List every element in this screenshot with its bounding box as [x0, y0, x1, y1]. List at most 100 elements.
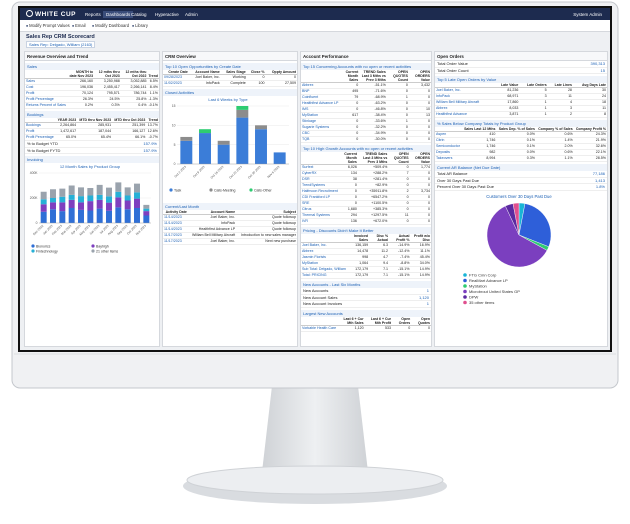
toolbar-button[interactable]: Modify Prompt Values [26, 23, 70, 28]
table-cell: Deposits [435, 149, 462, 156]
table-cell: 0 [386, 100, 409, 107]
header-cell: TREND Sales Last 3 Mths vs Prev 3 Mths [359, 70, 387, 83]
nav-item[interactable]: Dashboards [103, 11, 134, 18]
header-cell-corner [301, 70, 340, 83]
nav-item[interactable]: Hyperactive [155, 12, 179, 17]
bar-segment [255, 125, 267, 130]
kv-value: 1 [426, 301, 429, 306]
table-row: Semiconductor 1,746 0.1% 2.0% 32.6% [435, 143, 607, 150]
bar-segment [134, 183, 140, 193]
legend-label: Calls-Meeting [214, 188, 235, 192]
table-cell: 0 [409, 170, 431, 177]
table-cell: -33.6% [359, 118, 387, 125]
table-cell: +6547.2% [357, 194, 389, 201]
header-cell: Sales Stage [220, 70, 247, 75]
legend-label: Microbrout United States GP [469, 288, 520, 293]
table-cell: Abbrex [301, 248, 347, 255]
table-cell: IMS [301, 106, 340, 113]
bar-segment [143, 208, 150, 212]
table-row: Surfext 6,026 +509.4% 0 1,774 [301, 164, 431, 171]
table-cell: 24.5% [94, 96, 121, 103]
legend-label: 21 other items [96, 249, 118, 253]
table-cell: Next new purchase [236, 238, 297, 245]
x-tick-label: Oct 2023 [126, 224, 138, 236]
section-title: Top 10 High Growth Accounts with no open… [301, 145, 431, 152]
panel-heading: Revenue Overview and Trend [25, 52, 159, 61]
bar-segment [115, 191, 122, 198]
nav-item[interactable]: Admin [185, 12, 198, 17]
bar-segment [78, 202, 84, 210]
table-cell: MyStation [301, 260, 347, 267]
chart: Last 6 Weeks by Type 0 5 10 15 Oct 2 2023 Oct … [169, 97, 289, 192]
table-row: TQB 0 -30.0% 0 0 [301, 136, 431, 143]
table-cell: 0 [388, 176, 410, 183]
table-cell: 0 [408, 88, 431, 95]
section-title: Top 10 Open Opportunities by Create Date [163, 63, 297, 70]
section-title: Largest New Accounts [301, 309, 431, 317]
header-cell: Subject [236, 210, 297, 215]
table-cell: CBC [301, 130, 340, 137]
table-cell: 1.1% [147, 90, 159, 97]
header-cell-corner [301, 316, 338, 326]
bar-segment [143, 211, 150, 216]
table-cell: Profit [25, 90, 67, 97]
table-cell: -46.8% [359, 106, 387, 113]
table-cell: 0 [339, 124, 360, 131]
table-cell: 0 [409, 212, 431, 219]
x-tick-label: Oct 9 2023 [192, 165, 206, 179]
table-cell: Quote followup [236, 220, 297, 227]
nav-bar: WHITE CUP System Admin Reports Dashboards… [20, 8, 610, 20]
section-title: Closed Activities [163, 89, 297, 96]
kv-value: 1,413 [594, 177, 605, 183]
toolbar-button[interactable]: Modify Dashboard [92, 23, 129, 28]
header-cell: Current Month Sales [339, 70, 360, 83]
table-cell: 0 [408, 136, 431, 143]
table-cell: 11/14/2023 [163, 220, 188, 227]
table-cell: 1,680 [338, 206, 358, 213]
bar-segment [78, 209, 84, 223]
table-cell: 0 [409, 218, 431, 225]
dashboard-title: Sales Rep CRM Scorecard [26, 34, 95, 40]
prompt-value[interactable]: Sales Rep: Delgado, William (2163) [26, 41, 96, 48]
nav-item[interactable]: Catalog [131, 12, 147, 17]
x-tick-label: Oct 2 2023 [174, 165, 188, 179]
kv-row: % to Budget YTD 157.9% [25, 141, 159, 148]
toolbar-button[interactable]: Library [132, 23, 148, 28]
table-cell: 0 [386, 112, 409, 119]
table-cell: -63.2% [359, 100, 387, 107]
user-menu[interactable]: System Admin [573, 12, 602, 17]
header-cell-corner [301, 152, 339, 165]
bar-segment [143, 204, 150, 209]
kv-row: Percent Over 30 Days Past Due 1.8% [435, 184, 607, 191]
table-cell: Joel Baker, Inc. [301, 242, 347, 249]
table-cell: -30.0% [359, 136, 387, 143]
logo[interactable]: WHITE CUP [26, 10, 76, 18]
header-cell: Sales Dep. % of Sales [496, 127, 536, 132]
x-tick-label: Oct 16 2023 [210, 165, 225, 180]
nav-item[interactable]: Reports [85, 12, 101, 17]
table-cell: 0 [338, 200, 358, 207]
header-cell: Activity Date [163, 210, 188, 215]
toolbar-button[interactable]: Email [72, 23, 85, 28]
bar-segment [115, 182, 122, 192]
table-cell: 28.5% [573, 155, 607, 162]
table-row: Abbrex 14,478 11.2 -12.4% 11.1% [301, 248, 431, 255]
table-cell: 16.9% [410, 242, 431, 249]
table-cell: Joel Baker, Inc. [187, 238, 237, 245]
bar-segment [68, 208, 75, 223]
table-cell: 2,264,864 [55, 122, 78, 129]
table-cell: 0 [388, 218, 410, 225]
table-cell: 998 [346, 254, 370, 261]
table-cell: 11 [547, 93, 573, 100]
table-row: Healthfirst Advance 3,871 1 2 8 [435, 111, 607, 118]
table-cell: 0.0% [496, 149, 536, 156]
kv-label: Total Order Count [437, 67, 469, 73]
bar-segment [87, 210, 94, 223]
bar-segment [78, 196, 84, 203]
legend-label: Task [174, 188, 181, 192]
header-row: Current Month Sales TREND Sales Last 3 Mt… [301, 70, 431, 83]
table-cell: 10 [408, 106, 431, 113]
table-cell: 0.1% [496, 143, 536, 150]
table-cell: Joel Baker, Inc. [435, 87, 495, 94]
table-cell: SRE [301, 200, 339, 207]
